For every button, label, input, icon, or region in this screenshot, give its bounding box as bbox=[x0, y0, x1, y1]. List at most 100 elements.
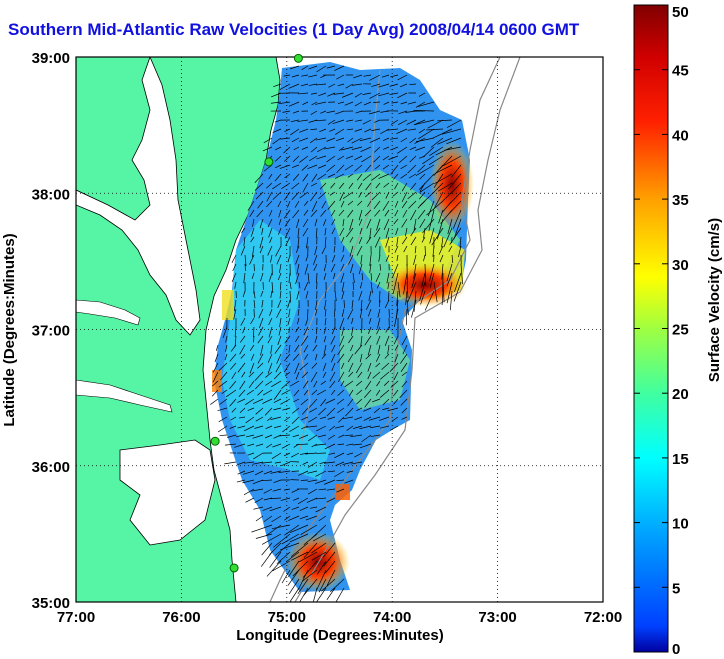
velocity-vector bbox=[237, 425, 246, 429]
velocity-vector bbox=[312, 533, 327, 542]
velocity-vector bbox=[337, 353, 345, 364]
velocity-vector bbox=[269, 209, 273, 217]
velocity-vector bbox=[255, 407, 264, 415]
velocity-vector bbox=[284, 362, 291, 373]
velocity-vector bbox=[336, 488, 345, 493]
velocity-vector bbox=[300, 83, 309, 87]
velocity-vector bbox=[291, 137, 300, 143]
velocity-vector bbox=[240, 245, 246, 256]
velocity-vector bbox=[303, 326, 309, 336]
velocity-vector bbox=[333, 245, 336, 253]
velocity-vector bbox=[316, 587, 327, 602]
velocity-vector bbox=[305, 515, 318, 521]
velocity-vector bbox=[305, 452, 318, 455]
velocity-vector bbox=[299, 515, 309, 520]
velocity-vector bbox=[262, 146, 273, 152]
velocity-vector bbox=[410, 209, 417, 221]
velocity-vector bbox=[321, 245, 327, 254]
velocity-vector bbox=[241, 227, 246, 234]
velocity-vector bbox=[314, 479, 327, 484]
velocity-vector bbox=[278, 227, 282, 235]
velocity-vector bbox=[311, 443, 318, 448]
velocity-vector bbox=[300, 335, 309, 346]
velocity-vector bbox=[239, 407, 246, 414]
velocity-vector bbox=[275, 362, 282, 373]
velocity-vector bbox=[460, 263, 463, 285]
velocity-vector bbox=[234, 326, 237, 337]
velocity-vector bbox=[361, 434, 372, 443]
velocity-vector bbox=[284, 128, 291, 132]
velocity-vector bbox=[342, 218, 345, 227]
velocity-vector bbox=[265, 371, 273, 378]
velocity-vector bbox=[273, 479, 282, 484]
velocity-vector bbox=[383, 101, 390, 105]
velocity-vector bbox=[347, 353, 354, 363]
velocity-vector bbox=[240, 353, 246, 359]
velocity-vector bbox=[297, 236, 300, 249]
velocity-vector bbox=[396, 236, 399, 247]
velocity-vector bbox=[284, 173, 291, 179]
velocity-vector bbox=[250, 317, 255, 325]
velocity-vector bbox=[272, 191, 282, 200]
velocity-vector bbox=[300, 452, 309, 455]
velocity-vector bbox=[254, 470, 264, 476]
velocity-vector bbox=[249, 209, 255, 217]
velocity-vector bbox=[302, 380, 309, 389]
velocity-vector bbox=[354, 416, 363, 421]
velocity-hotspot-cape bbox=[383, 263, 467, 307]
velocity-vector bbox=[298, 281, 301, 289]
velocity-vector bbox=[272, 137, 282, 145]
velocity-vector bbox=[262, 398, 273, 404]
velocity-vector bbox=[215, 344, 219, 351]
velocity-vector bbox=[249, 362, 255, 374]
velocity-vector bbox=[421, 236, 426, 243]
velocity-vector bbox=[317, 434, 327, 438]
velocity-vector bbox=[429, 263, 435, 282]
velocity-vector bbox=[360, 335, 363, 347]
velocity-vector bbox=[432, 182, 444, 194]
velocity-vector bbox=[377, 344, 381, 355]
velocity-vector bbox=[354, 164, 363, 172]
velocity-vector bbox=[319, 416, 327, 420]
velocity-vector bbox=[250, 236, 255, 243]
velocity-vector bbox=[356, 398, 363, 405]
velocity-vector bbox=[364, 209, 372, 217]
velocity-vector bbox=[237, 461, 246, 466]
velocity-vector bbox=[382, 155, 390, 161]
velocity-vector bbox=[297, 578, 309, 595]
velocity-vector bbox=[262, 506, 273, 511]
velocity-vector bbox=[377, 317, 381, 329]
velocity-vector bbox=[268, 173, 273, 180]
velocity-vector bbox=[413, 218, 417, 231]
velocity-vector bbox=[428, 155, 444, 166]
velocity-vector bbox=[311, 362, 318, 369]
velocity-vector bbox=[266, 200, 273, 208]
velocity-vector bbox=[432, 128, 453, 139]
velocity-vector bbox=[408, 173, 417, 179]
velocity-vector bbox=[394, 200, 399, 208]
velocity-vector bbox=[292, 353, 300, 361]
velocity-vector bbox=[413, 254, 417, 266]
velocity-vector bbox=[372, 371, 381, 379]
velocity-vector bbox=[334, 425, 345, 429]
velocity-vector bbox=[344, 407, 354, 417]
velocity-vector bbox=[271, 452, 282, 460]
velocity-vector bbox=[452, 209, 462, 229]
velocity-vector bbox=[387, 407, 399, 412]
velocity-vector bbox=[219, 434, 228, 436]
velocity-vector bbox=[346, 227, 354, 238]
velocity-vector bbox=[359, 353, 363, 363]
velocity-vector bbox=[272, 182, 282, 190]
velocity-vector bbox=[270, 497, 282, 499]
velocity-vector bbox=[413, 110, 435, 112]
velocity-vector bbox=[316, 560, 327, 575]
velocity-vector bbox=[347, 398, 354, 407]
velocity-vector bbox=[341, 236, 345, 243]
plot-frame bbox=[75, 56, 604, 603]
river-inlet bbox=[76, 379, 173, 413]
velocity-vector bbox=[324, 443, 336, 450]
velocity-vector bbox=[317, 146, 327, 153]
velocity-vector bbox=[261, 533, 282, 545]
velocity-vector bbox=[290, 452, 300, 458]
velocity-vector bbox=[375, 362, 381, 368]
